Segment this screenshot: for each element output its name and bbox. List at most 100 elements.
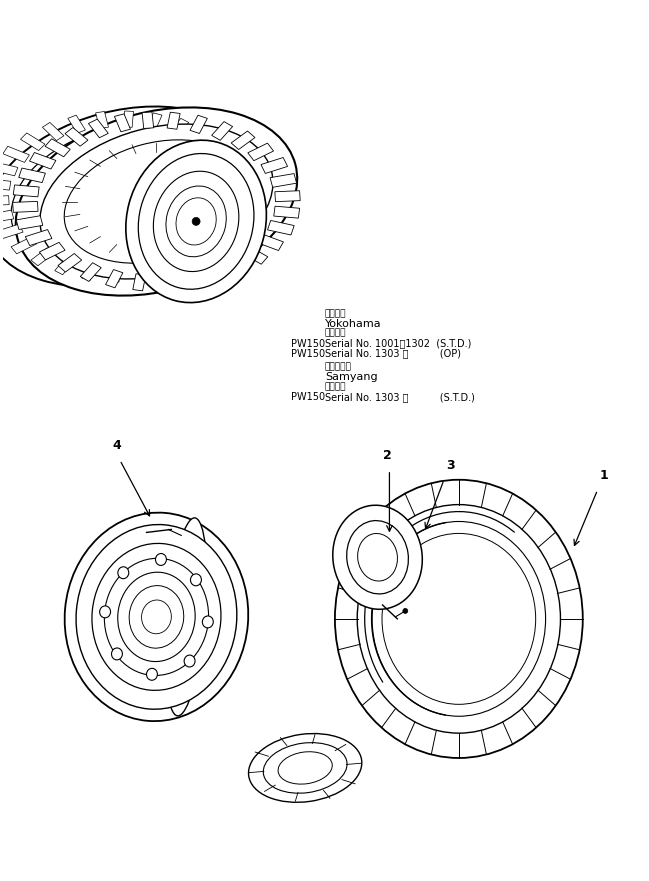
- Ellipse shape: [153, 171, 239, 271]
- Polygon shape: [267, 220, 294, 235]
- Ellipse shape: [263, 743, 347, 793]
- Ellipse shape: [97, 140, 215, 278]
- Polygon shape: [226, 218, 253, 232]
- Polygon shape: [82, 263, 97, 280]
- Polygon shape: [248, 143, 273, 160]
- Polygon shape: [11, 237, 37, 254]
- Text: Samyang: Samyang: [325, 373, 378, 382]
- Ellipse shape: [191, 574, 201, 586]
- Ellipse shape: [333, 505, 422, 610]
- Polygon shape: [68, 115, 86, 133]
- Polygon shape: [123, 111, 134, 128]
- Polygon shape: [274, 206, 300, 218]
- Polygon shape: [3, 146, 29, 162]
- Ellipse shape: [278, 751, 332, 784]
- Text: 適用号機: 適用号機: [325, 329, 347, 337]
- Polygon shape: [114, 114, 130, 132]
- Polygon shape: [133, 274, 146, 291]
- Polygon shape: [13, 202, 38, 212]
- Text: 適用号機: 適用号機: [325, 382, 347, 391]
- Text: PW150: PW150: [291, 338, 325, 349]
- Text: ヨコハマ: ヨコハマ: [325, 309, 347, 318]
- Ellipse shape: [147, 669, 158, 680]
- Polygon shape: [142, 112, 154, 129]
- Polygon shape: [16, 216, 43, 229]
- Ellipse shape: [372, 522, 546, 716]
- Ellipse shape: [141, 600, 171, 633]
- Polygon shape: [40, 242, 65, 260]
- Ellipse shape: [64, 140, 249, 263]
- Polygon shape: [270, 174, 297, 188]
- Ellipse shape: [165, 518, 207, 716]
- Polygon shape: [42, 122, 64, 141]
- Ellipse shape: [92, 544, 221, 691]
- Ellipse shape: [16, 107, 297, 296]
- Polygon shape: [31, 248, 54, 266]
- Polygon shape: [0, 162, 18, 176]
- Polygon shape: [29, 152, 56, 169]
- Ellipse shape: [104, 559, 208, 676]
- Polygon shape: [0, 224, 23, 240]
- Text: Serial No. 1001－1302  (S.T.D.): Serial No. 1001－1302 (S.T.D.): [325, 338, 471, 349]
- Ellipse shape: [335, 480, 583, 758]
- Ellipse shape: [100, 606, 110, 618]
- Ellipse shape: [156, 553, 166, 566]
- Polygon shape: [147, 113, 162, 130]
- Ellipse shape: [118, 566, 129, 579]
- Polygon shape: [95, 111, 108, 129]
- Polygon shape: [13, 185, 39, 196]
- Ellipse shape: [0, 107, 258, 286]
- Polygon shape: [212, 122, 232, 140]
- Ellipse shape: [166, 186, 227, 256]
- Polygon shape: [190, 115, 207, 134]
- Polygon shape: [180, 253, 201, 270]
- Text: PW150: PW150: [291, 349, 325, 359]
- Polygon shape: [190, 128, 213, 145]
- Polygon shape: [182, 271, 199, 289]
- Polygon shape: [25, 230, 52, 246]
- Polygon shape: [214, 231, 241, 247]
- Polygon shape: [257, 234, 284, 250]
- Polygon shape: [0, 196, 9, 205]
- Text: サムヤング: サムヤング: [325, 362, 352, 372]
- Ellipse shape: [126, 140, 266, 302]
- Ellipse shape: [40, 124, 273, 279]
- Text: PW150: PW150: [291, 392, 325, 403]
- Text: 2: 2: [383, 448, 392, 462]
- Polygon shape: [199, 242, 223, 260]
- Ellipse shape: [184, 655, 195, 667]
- Text: 1: 1: [600, 469, 608, 482]
- Ellipse shape: [382, 533, 535, 704]
- Polygon shape: [261, 158, 288, 174]
- Ellipse shape: [138, 153, 254, 289]
- Polygon shape: [167, 112, 180, 130]
- Ellipse shape: [357, 505, 561, 733]
- Polygon shape: [204, 265, 225, 284]
- Polygon shape: [0, 211, 14, 223]
- Polygon shape: [55, 256, 75, 275]
- Ellipse shape: [347, 521, 408, 594]
- Polygon shape: [135, 264, 148, 282]
- Polygon shape: [233, 203, 260, 214]
- Polygon shape: [65, 128, 88, 146]
- Polygon shape: [19, 168, 45, 182]
- Polygon shape: [45, 139, 70, 157]
- Ellipse shape: [202, 616, 214, 628]
- Ellipse shape: [129, 586, 184, 648]
- Polygon shape: [58, 254, 82, 272]
- Polygon shape: [158, 260, 176, 278]
- Ellipse shape: [403, 609, 408, 613]
- Polygon shape: [234, 188, 261, 197]
- Text: Yokohama: Yokohama: [325, 319, 382, 329]
- Ellipse shape: [76, 524, 237, 709]
- Polygon shape: [207, 139, 232, 156]
- Polygon shape: [159, 275, 171, 291]
- Ellipse shape: [11, 123, 232, 270]
- Ellipse shape: [192, 218, 200, 226]
- Polygon shape: [231, 131, 255, 150]
- Polygon shape: [275, 190, 300, 202]
- Ellipse shape: [65, 513, 249, 722]
- Polygon shape: [80, 263, 101, 281]
- Polygon shape: [221, 154, 247, 169]
- Polygon shape: [21, 133, 45, 151]
